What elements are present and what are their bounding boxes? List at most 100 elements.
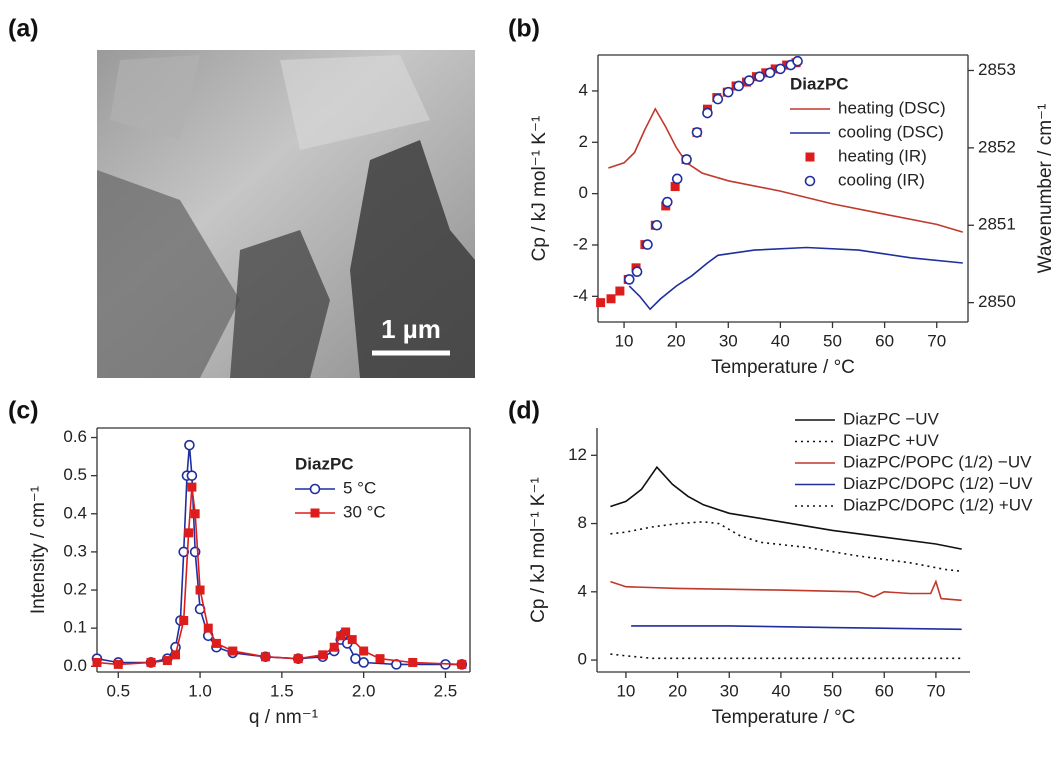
y-axis-title: Cp / kJ mol⁻¹ K⁻¹: [528, 477, 549, 623]
legend-title: DiazPC: [790, 74, 849, 93]
panel-label: (d): [508, 397, 540, 425]
y-tick-label: -4: [573, 286, 588, 305]
y-tick-label: 0.3: [63, 541, 87, 560]
marker: [596, 298, 606, 308]
x-tick-label: 60: [875, 681, 894, 700]
y2-tick-label: 2852: [978, 137, 1016, 156]
marker: [642, 239, 653, 250]
panel-label: (b): [508, 15, 540, 43]
series-line: [610, 520, 962, 573]
series-line: [96, 487, 462, 666]
series-line: [628, 246, 963, 311]
marker: [162, 656, 172, 666]
legend-label: heating (DSC): [838, 98, 946, 117]
y-tick-label: 0.0: [63, 656, 87, 675]
marker: [662, 196, 673, 208]
legend-label: 5 °C: [343, 478, 376, 497]
marker: [375, 654, 385, 664]
legend-label: heating (IR): [838, 146, 927, 165]
marker: [712, 93, 724, 105]
x-tick-label: 40: [771, 681, 790, 700]
legend-label: DiazPC +UV: [843, 431, 940, 450]
series-line: [96, 445, 462, 666]
marker: [146, 657, 156, 667]
legend-marker: [805, 152, 815, 162]
marker: [792, 55, 803, 67]
marker: [671, 173, 683, 185]
y2-tick-label: 2853: [978, 60, 1016, 79]
legend-label: cooling (IR): [838, 170, 925, 189]
x-tick-label: 20: [668, 681, 687, 700]
marker: [318, 650, 328, 660]
y2-tick-label: 2850: [978, 292, 1016, 311]
y2-tick-label: 2851: [978, 215, 1016, 234]
marker: [651, 219, 663, 231]
series-line: [610, 579, 962, 602]
y-axis-title: Cp / kJ mol⁻¹ K⁻¹: [529, 116, 550, 262]
x-tick-label: 0.5: [106, 681, 130, 700]
marker: [347, 635, 357, 645]
marker: [329, 642, 339, 652]
marker: [184, 528, 194, 538]
panel-label: (c): [8, 397, 39, 425]
y-axis-title: Intensity / cm⁻¹: [28, 486, 49, 614]
marker: [606, 294, 616, 304]
x-tick-label: 1.0: [188, 681, 212, 700]
x-tick-label: 10: [616, 681, 635, 700]
marker: [336, 631, 346, 641]
y-tick-label: 12: [568, 445, 587, 464]
x-tick-label: 2.0: [352, 681, 376, 700]
y-tick-label: 0.2: [63, 580, 87, 599]
legend-marker: [310, 508, 320, 518]
x-tick-label: 50: [823, 681, 842, 700]
legend-label: 30 °C: [343, 502, 386, 521]
marker: [754, 71, 765, 82]
marker: [631, 266, 643, 277]
scale-bar-label: 1 µm: [381, 314, 441, 344]
x-tick-label: 50: [823, 331, 842, 350]
marker: [775, 63, 786, 75]
marker: [691, 127, 703, 138]
panel-label: (a): [8, 15, 39, 43]
marker: [681, 154, 692, 165]
legend-label: DiazPC/DOPC (1/2) −UV: [843, 474, 1033, 493]
marker: [187, 482, 197, 492]
y-tick-label: 0.5: [63, 465, 87, 484]
legend-label: DiazPC/POPC (1/2) −UV: [843, 452, 1032, 471]
marker: [722, 86, 734, 98]
marker: [261, 652, 271, 662]
marker: [186, 470, 198, 481]
legend-marker: [804, 175, 816, 187]
marker: [179, 616, 189, 626]
marker: [341, 627, 351, 637]
marker: [358, 657, 369, 668]
legend-label: cooling (DSC): [838, 122, 944, 141]
y-tick-label: 4: [579, 80, 588, 99]
marker: [211, 638, 221, 648]
x-tick-label: 10: [615, 331, 634, 350]
x-tick-label: 70: [926, 681, 945, 700]
x-tick-label: 30: [720, 681, 739, 700]
marker: [408, 657, 418, 667]
series-line: [610, 653, 962, 660]
y-tick-label: 0.6: [63, 427, 87, 446]
legend-marker: [309, 483, 321, 495]
marker: [184, 439, 195, 451]
y-tick-label: 0.1: [63, 618, 87, 637]
x-axis-title: Temperature / °C: [712, 707, 856, 728]
marker: [113, 659, 123, 669]
series-line: [631, 625, 962, 631]
x-axis-title: Temperature / °C: [711, 357, 855, 378]
marker: [359, 646, 369, 656]
y-tick-label: 0.4: [63, 503, 87, 522]
series-line: [610, 465, 962, 550]
x-tick-label: 40: [771, 331, 790, 350]
marker: [615, 286, 625, 296]
legend-label: DiazPC −UV: [843, 409, 940, 428]
marker: [623, 274, 635, 285]
x-axis-title: q / nm⁻¹: [249, 707, 318, 728]
y-tick-label: 0: [578, 650, 587, 669]
micrograph: 1 µm: [97, 50, 475, 378]
x-tick-label: 30: [719, 331, 738, 350]
